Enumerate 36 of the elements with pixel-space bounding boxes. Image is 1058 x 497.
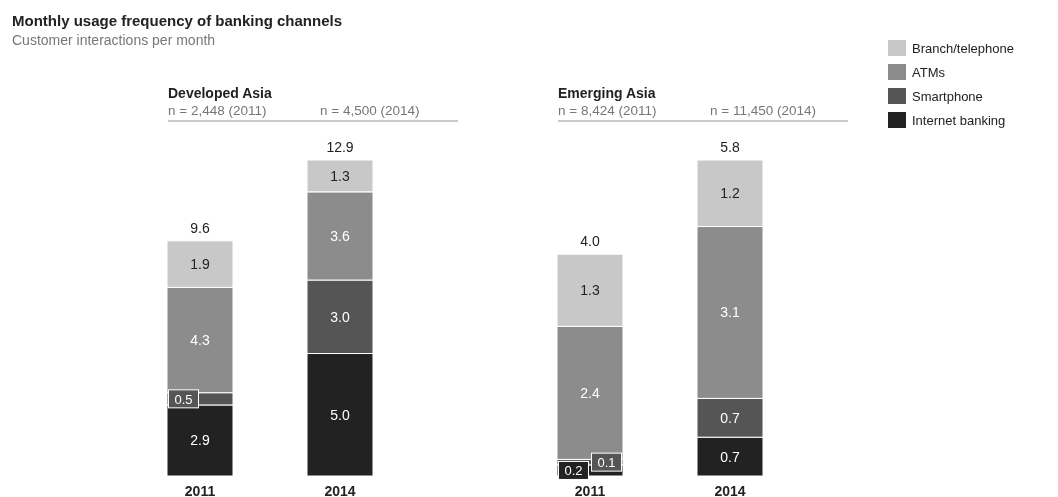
text: n = 8,424 (2011) [558,103,657,118]
total-label: 9.6 [190,219,210,236]
text: n = 4,500 (2014) [320,103,420,118]
data-label: 3.6 [330,227,350,244]
total-label: 12.9 [326,139,354,155]
text: n = 11,450 (2014) [710,103,816,118]
data-label: 1.2 [720,185,740,202]
data-label: 0.2 [564,463,583,479]
data-label: 2.9 [190,432,210,449]
data-label: 5.0 [330,406,350,423]
data-label: 0.7 [720,448,740,465]
x-tick-label: 2011 [184,483,216,497]
chart-title: Emerging Asia [558,85,656,101]
x-tick-label: 2011 [574,483,606,497]
data-label: 2.4 [580,384,600,401]
total-label: 4.0 [580,233,600,250]
data-label: 0.7 [720,409,740,426]
text: Monthly usage frequency of banking channels [12,12,343,29]
legend-label: ATMs [912,65,946,80]
x-tick-label: 2014 [714,483,746,497]
data-label: 1.9 [190,256,210,273]
data-label: 1.3 [330,167,350,184]
data-label: 3.0 [330,308,350,325]
text: n = 2,448 (2011) [168,103,267,118]
data-label: 0.1 [597,455,616,471]
data-label: 1.3 [580,282,600,299]
text: Customer interactions per month [12,32,216,48]
x-tick-label: 2014 [324,483,356,497]
data-label: 3.1 [720,304,740,321]
data-label: 4.3 [190,332,210,349]
legend-label: Smartphone [912,89,983,104]
total-label: 5.8 [720,139,740,155]
data-label: 0.5 [174,391,193,407]
legend-label: Internet banking [912,113,1006,128]
legend-label: Branch/telephone [912,41,1014,56]
chart-title: Developed Asia [168,85,272,101]
